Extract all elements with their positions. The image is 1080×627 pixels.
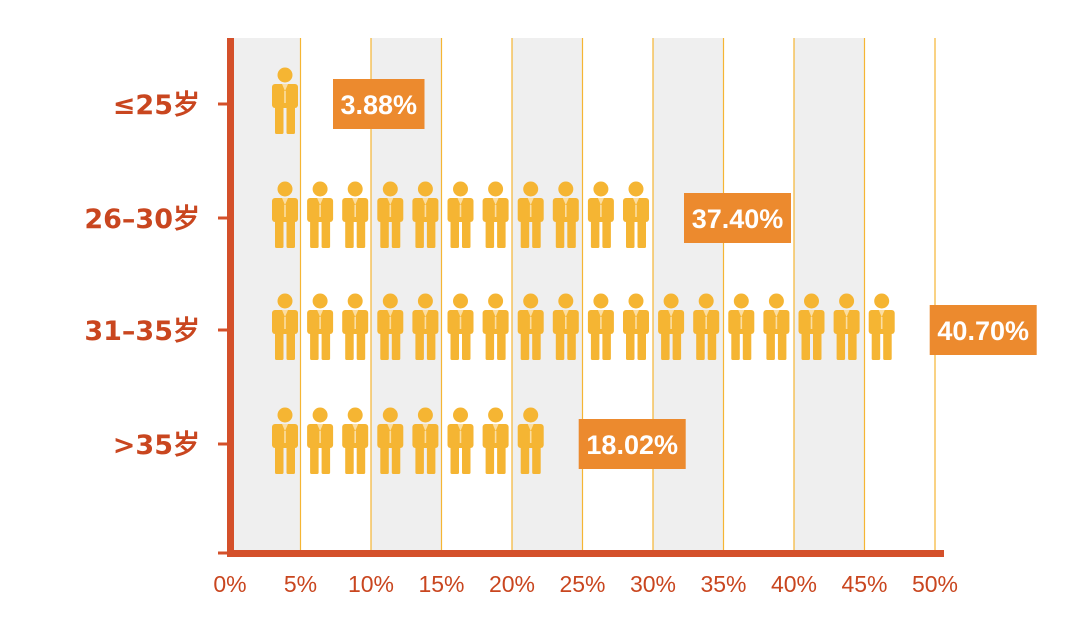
person-icon: [517, 293, 544, 360]
value-label: 37.40%: [692, 204, 784, 234]
x-tick-label: 15%: [418, 571, 464, 597]
y-axis-tick: [218, 551, 227, 555]
person-icon: [272, 67, 298, 134]
x-axis: [227, 550, 944, 557]
y-axis-tick: [218, 442, 227, 446]
x-tick-label: 20%: [489, 571, 535, 597]
category-labels: ≤25岁 26–30岁 31–35岁 >35岁: [84, 90, 200, 461]
person-icon: [447, 293, 474, 360]
person-icon: [412, 181, 439, 248]
person-icon: [307, 181, 334, 248]
person-icon: [833, 293, 860, 360]
person-icon: [342, 407, 369, 474]
person-icon: [307, 407, 334, 474]
value-label-box: [333, 79, 425, 129]
person-icon: [307, 293, 334, 360]
x-tick-label: 35%: [700, 571, 746, 597]
person-icon: [868, 293, 895, 360]
person-icon: [517, 407, 544, 474]
person-icon: [447, 407, 474, 474]
person-icon: [272, 181, 298, 248]
category-label: ≤25岁: [113, 90, 200, 121]
value-label-box: [684, 193, 791, 243]
icon-row: [272, 67, 298, 134]
y-axis-tick: [218, 328, 227, 332]
person-icon: [482, 407, 509, 474]
person-icon: [763, 293, 790, 360]
person-icon: [412, 293, 439, 360]
x-tick-label: 45%: [841, 571, 887, 597]
person-icon: [728, 293, 755, 360]
x-tick-label: 50%: [912, 571, 958, 597]
y-axis: [227, 38, 234, 557]
person-icon: [342, 293, 369, 360]
icon-row: [272, 181, 649, 248]
person-icon: [587, 181, 614, 248]
person-icon: [377, 407, 404, 474]
person-icon: [798, 293, 825, 360]
grid-band: [794, 38, 865, 553]
icon-row: [272, 293, 895, 360]
person-icon-rows: [272, 67, 895, 474]
person-icon: [342, 181, 369, 248]
person-icon: [412, 407, 439, 474]
person-icon: [377, 293, 404, 360]
y-axis-tick: [218, 102, 227, 106]
person-icon: [693, 293, 720, 360]
value-label: 18.02%: [586, 430, 678, 460]
axes: [218, 38, 944, 557]
person-icon: [587, 293, 614, 360]
category-label: >35岁: [113, 430, 200, 461]
grid-lines: [299, 38, 936, 553]
value-label-box: [578, 419, 686, 469]
x-tick-label: 0%: [213, 571, 246, 597]
y-axis-tick: [218, 216, 227, 220]
icon-row: [272, 407, 544, 474]
person-icon: [272, 407, 298, 474]
person-icon: [377, 181, 404, 248]
x-tick-label: 10%: [348, 571, 394, 597]
grid-band: [512, 38, 583, 553]
value-label-box: [929, 305, 1037, 355]
person-icon: [552, 181, 579, 248]
value-labels: 3.88% 37.40% 40.70% 18.02%: [333, 79, 1037, 469]
person-icon: [623, 181, 649, 248]
x-tick-label: 40%: [771, 571, 817, 597]
person-icon: [658, 293, 685, 360]
value-label: 3.88%: [340, 90, 417, 120]
x-tick-label: 5%: [284, 571, 317, 597]
person-icon: [447, 181, 474, 248]
x-tick-label: 25%: [559, 571, 605, 597]
category-label: 31–35岁: [84, 316, 200, 347]
x-tick-labels: 0% 5% 10% 15% 20% 25% 30% 35% 40% 45% 50%: [213, 571, 958, 597]
x-tick-label: 30%: [630, 571, 676, 597]
value-label: 40.70%: [937, 316, 1029, 346]
person-icon: [272, 293, 298, 360]
category-label: 26–30岁: [84, 204, 200, 235]
person-icon: [482, 293, 509, 360]
person-icon: [552, 293, 579, 360]
grid-band: [653, 38, 724, 553]
person-icon: [482, 181, 509, 248]
person-icon: [623, 293, 649, 360]
person-icon: [517, 181, 544, 248]
